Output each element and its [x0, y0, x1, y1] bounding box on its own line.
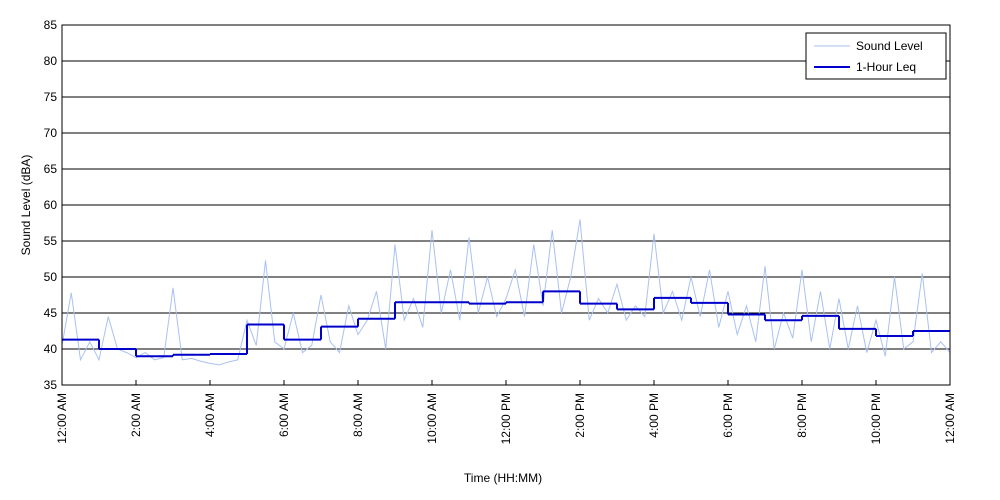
y-tick-label: 50	[44, 270, 58, 284]
y-tick-label: 55	[44, 234, 58, 248]
legend-label: Sound Level	[856, 39, 923, 53]
y-tick-label: 70	[44, 126, 58, 140]
y-tick-label: 60	[44, 198, 58, 212]
y-tick-label: 35	[44, 378, 58, 392]
x-axis-label: Time (HH:MM)	[464, 471, 542, 485]
x-tick-label: 10:00 AM	[425, 393, 439, 444]
plot-frame	[61, 24, 951, 386]
y-tick-label: 65	[44, 162, 58, 176]
x-tick-label: 10:00 PM	[869, 393, 883, 444]
x-tick-label: 4:00 AM	[203, 393, 217, 437]
legend-label: 1-Hour Leq	[856, 60, 916, 74]
x-tick-label: 2:00 PM	[573, 393, 587, 438]
y-tick-label: 75	[44, 90, 58, 104]
legend-box	[805, 32, 947, 80]
y-tick-label: 85	[44, 18, 58, 32]
x-tick-label: 8:00 PM	[795, 393, 809, 438]
x-tick-label: 2:00 AM	[129, 393, 143, 437]
x-tick-label: 6:00 PM	[721, 393, 735, 438]
x-tick-label: 12:00 AM	[943, 393, 957, 444]
y-tick-label: 80	[44, 54, 58, 68]
x-tick-label: 12:00 AM	[55, 393, 69, 444]
y-tick-label: 40	[44, 342, 58, 356]
x-tick-label: 12:00 PM	[499, 393, 513, 444]
x-tick-label: 4:00 PM	[647, 393, 661, 438]
series-line	[61, 219, 951, 366]
x-tick-label: 8:00 AM	[351, 393, 365, 437]
y-tick-label: 45	[44, 306, 58, 320]
y-axis-label: Sound Level (dBA)	[19, 155, 33, 256]
x-tick-label: 6:00 AM	[277, 393, 291, 437]
